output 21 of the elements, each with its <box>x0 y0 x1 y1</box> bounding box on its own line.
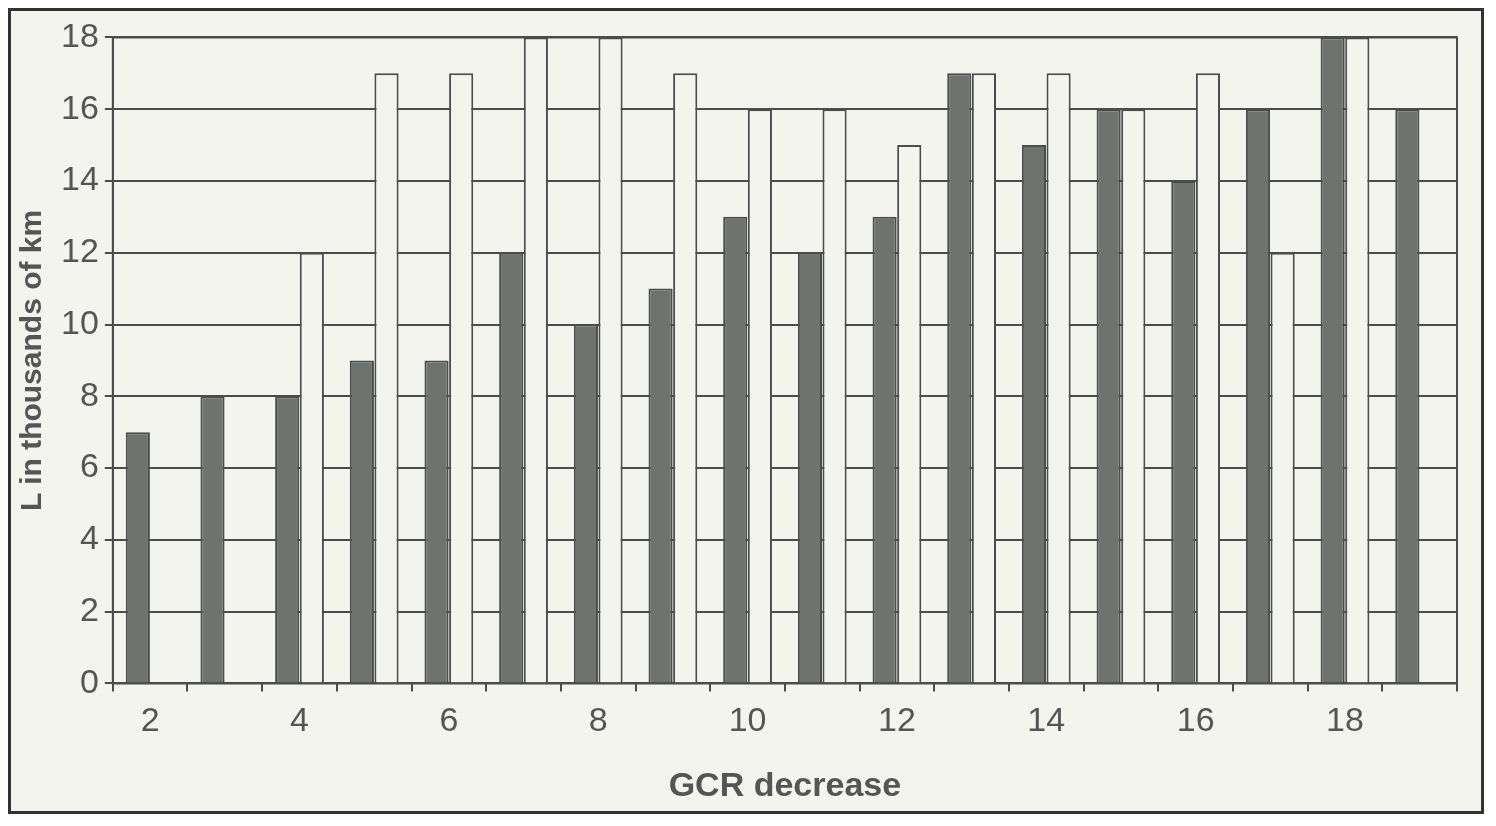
x-axis-title: GCR decrease <box>668 764 902 803</box>
y-tick-label: 4 <box>79 518 99 557</box>
x-tick-label: 8 <box>588 700 608 739</box>
x-tick-label: 2 <box>140 700 160 739</box>
y-tick-label: 12 <box>60 231 99 270</box>
y-tick-label: 2 <box>79 590 99 628</box>
y-tick-label: 8 <box>79 374 99 413</box>
x-tick-label: 16 <box>1176 700 1215 739</box>
x-tick-label: 4 <box>290 700 309 739</box>
y-tick-label: 16 <box>60 87 99 126</box>
y-axis-title: L in thousands of km <box>14 209 48 511</box>
x-tick-label: 12 <box>878 700 916 739</box>
y-tick-label: 0 <box>79 661 99 700</box>
y-tick-label: 10 <box>60 302 99 341</box>
x-tick-label: 18 <box>1326 700 1364 739</box>
y-tick-label: 18 <box>60 15 99 54</box>
y-tick-label: 14 <box>60 159 99 198</box>
x-tick-label: 14 <box>1027 700 1066 739</box>
x-tick-label: 6 <box>439 700 459 739</box>
y-tick-label: 6 <box>79 446 99 485</box>
x-tick-label: 10 <box>728 700 767 739</box>
